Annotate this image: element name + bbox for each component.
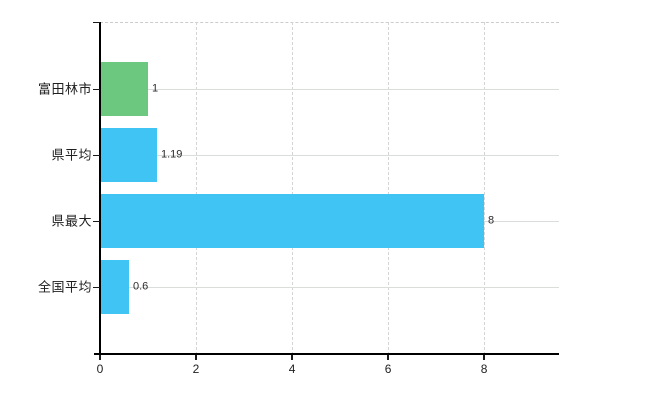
y-axis-line (99, 22, 101, 355)
x-tick-label: 0 (96, 362, 104, 376)
y-axis-top-tick (93, 22, 100, 23)
y-axis-tick (93, 155, 100, 156)
gridline-vertical (196, 22, 198, 355)
bar (101, 260, 129, 314)
value-label: 1 (152, 82, 159, 95)
gridline-vertical (484, 22, 486, 355)
bar (101, 194, 484, 248)
x-tick-label: 6 (384, 362, 392, 376)
x-axis-tick (99, 355, 101, 360)
value-label: 8 (488, 214, 495, 227)
category-label: 県最大 (51, 213, 92, 229)
x-axis-tick (195, 355, 198, 360)
category-label: 県平均 (51, 147, 92, 163)
bar (101, 62, 148, 116)
x-axis-tick (483, 355, 486, 360)
y-axis-tick (93, 221, 100, 222)
value-label: 0.6 (133, 280, 149, 293)
x-axis-line (94, 353, 559, 355)
category-label: 全国平均 (37, 279, 92, 295)
gridline-horizontal (100, 287, 559, 288)
x-tick-label: 8 (480, 362, 488, 376)
bar (101, 128, 157, 182)
plot-top-border (100, 22, 559, 24)
y-axis-tick (93, 287, 100, 288)
x-axis-tick (291, 355, 294, 360)
x-axis-tick (387, 355, 390, 360)
gridline-vertical (292, 22, 294, 355)
gridline-vertical (388, 22, 390, 355)
gridline-horizontal (100, 89, 559, 90)
category-label: 富田林市 (37, 81, 92, 97)
x-tick-label: 4 (288, 362, 296, 376)
gridline-horizontal (100, 155, 559, 156)
y-axis-tick (93, 89, 100, 90)
x-tick-label: 2 (192, 362, 200, 376)
value-label: 1.19 (161, 148, 183, 161)
